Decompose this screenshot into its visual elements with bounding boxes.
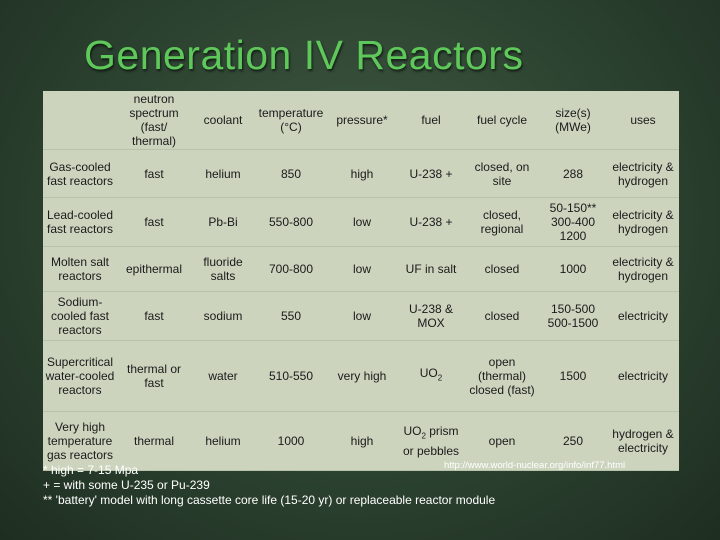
table-cell: high: [327, 149, 397, 198]
footnote: + = with some U-235 or Pu-239: [43, 478, 210, 492]
table-cell: U-238 +: [397, 149, 465, 198]
table-cell: helium: [191, 411, 255, 471]
table-cell: Pb-Bi: [191, 197, 255, 247]
table-row: Very high temperature gas reactors therm…: [43, 411, 679, 471]
table-cell: 1500: [539, 340, 607, 412]
table-cell: low: [327, 291, 397, 341]
table-cell: 1000: [255, 411, 327, 471]
table-cell: 510-550: [255, 340, 327, 412]
table-cell: low: [327, 246, 397, 292]
table-cell: electricity & hydrogen: [607, 149, 679, 198]
reactor-name-cell: Very high temperature gas reactors: [43, 411, 117, 471]
table-cell: open (thermal) closed (fast): [465, 340, 539, 412]
header-cell: pressure*: [327, 91, 397, 150]
table-cell: thermal: [117, 411, 191, 471]
table-cell: 550-800: [255, 197, 327, 247]
table-cell: 850: [255, 149, 327, 198]
table-cell: UF in salt: [397, 246, 465, 292]
reactor-name-cell: Sodium-cooled fast reactors: [43, 291, 117, 341]
table-cell: fast: [117, 149, 191, 198]
table-row: Molten salt reactors epithermal fluoride…: [43, 246, 679, 292]
table-cell: water: [191, 340, 255, 412]
table-cell: helium: [191, 149, 255, 198]
table-cell: UO2: [397, 340, 465, 412]
table-row: Gas-cooled fast reactors fast helium 850…: [43, 149, 679, 198]
table-cell: fluoride salts: [191, 246, 255, 292]
table-cell: electricity & hydrogen: [607, 197, 679, 247]
table-cell: 700-800: [255, 246, 327, 292]
table-cell: 550: [255, 291, 327, 341]
table-cell: sodium: [191, 291, 255, 341]
header-cell: fuel cycle: [465, 91, 539, 150]
table-cell: UO2 prism or pebbles: [397, 411, 465, 471]
table-cell: electricity & hydrogen: [607, 246, 679, 292]
table-cell: closed, on site: [465, 149, 539, 198]
reactor-name-cell: Gas-cooled fast reactors: [43, 149, 117, 198]
table-cell: U-238 & MOX: [397, 291, 465, 341]
table-cell: fast: [117, 197, 191, 247]
table-cell: closed: [465, 291, 539, 341]
footnotes: * high = 7-15 Mpa + = with some U-235 or…: [43, 463, 495, 508]
table-cell: 1000: [539, 246, 607, 292]
header-cell: coolant: [191, 91, 255, 150]
source-link[interactable]: http://www.world-nuclear.org/info/inf77.…: [444, 460, 626, 471]
table-cell: hydrogen & electricity: [607, 411, 679, 471]
table-cell: low: [327, 197, 397, 247]
table-row: Supercritical water-cooled reactors ther…: [43, 340, 679, 412]
header-cell: neutron spectrum (fast/ thermal): [117, 91, 191, 150]
table-cell: 288: [539, 149, 607, 198]
table-cell: U-238 +: [397, 197, 465, 247]
table-cell: 50-150** 300-400 1200: [539, 197, 607, 247]
table-cell: very high: [327, 340, 397, 412]
table-cell: closed, regional: [465, 197, 539, 247]
table-cell: electricity: [607, 340, 679, 412]
table-cell: epithermal: [117, 246, 191, 292]
reactor-name-cell: Molten salt reactors: [43, 246, 117, 292]
table-row: Sodium-cooled fast reactors fast sodium …: [43, 291, 679, 341]
header-cell: [43, 91, 117, 150]
footnote: * high = 7-15 Mpa: [43, 463, 139, 477]
table-cell: 250: [539, 411, 607, 471]
table-cell: thermal or fast: [117, 340, 191, 412]
header-cell: uses: [607, 91, 679, 150]
header-cell: fuel: [397, 91, 465, 150]
table-cell: high: [327, 411, 397, 471]
table-row: Lead-cooled fast reactors fast Pb-Bi 550…: [43, 197, 679, 247]
footnote: ** 'battery' model with long cassette co…: [43, 493, 496, 507]
table-cell: 150-500 500-1500: [539, 291, 607, 341]
table-cell: fast: [117, 291, 191, 341]
table-cell: open: [465, 411, 539, 471]
slide-title: Generation IV Reactors: [84, 32, 524, 78]
table-cell: electricity: [607, 291, 679, 341]
header-row: neutron spectrum (fast/ thermal) coolant…: [43, 91, 679, 150]
reactor-name-cell: Lead-cooled fast reactors: [43, 197, 117, 247]
header-cell: size(s) (MWe): [539, 91, 607, 150]
reactor-name-cell: Supercritical water-cooled reactors: [43, 340, 117, 412]
header-cell: temperature (°C): [255, 91, 327, 150]
reactor-table: neutron spectrum (fast/ thermal) coolant…: [43, 91, 679, 471]
table-cell: closed: [465, 246, 539, 292]
